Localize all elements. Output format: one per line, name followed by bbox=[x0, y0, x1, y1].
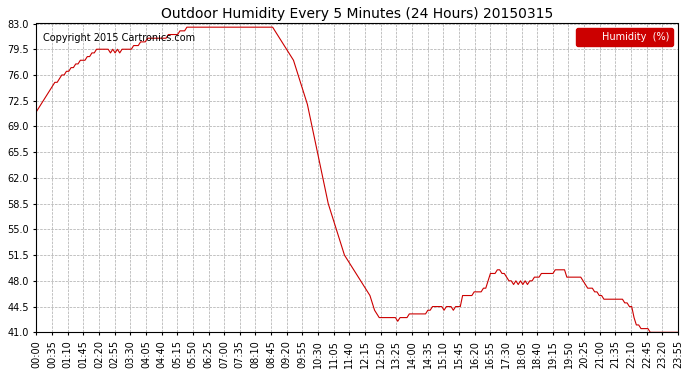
Legend: Humidity  (%): Humidity (%) bbox=[575, 28, 673, 46]
Title: Outdoor Humidity Every 5 Minutes (24 Hours) 20150315: Outdoor Humidity Every 5 Minutes (24 Hou… bbox=[161, 7, 553, 21]
Text: Copyright 2015 Cartronics.com: Copyright 2015 Cartronics.com bbox=[43, 33, 195, 43]
